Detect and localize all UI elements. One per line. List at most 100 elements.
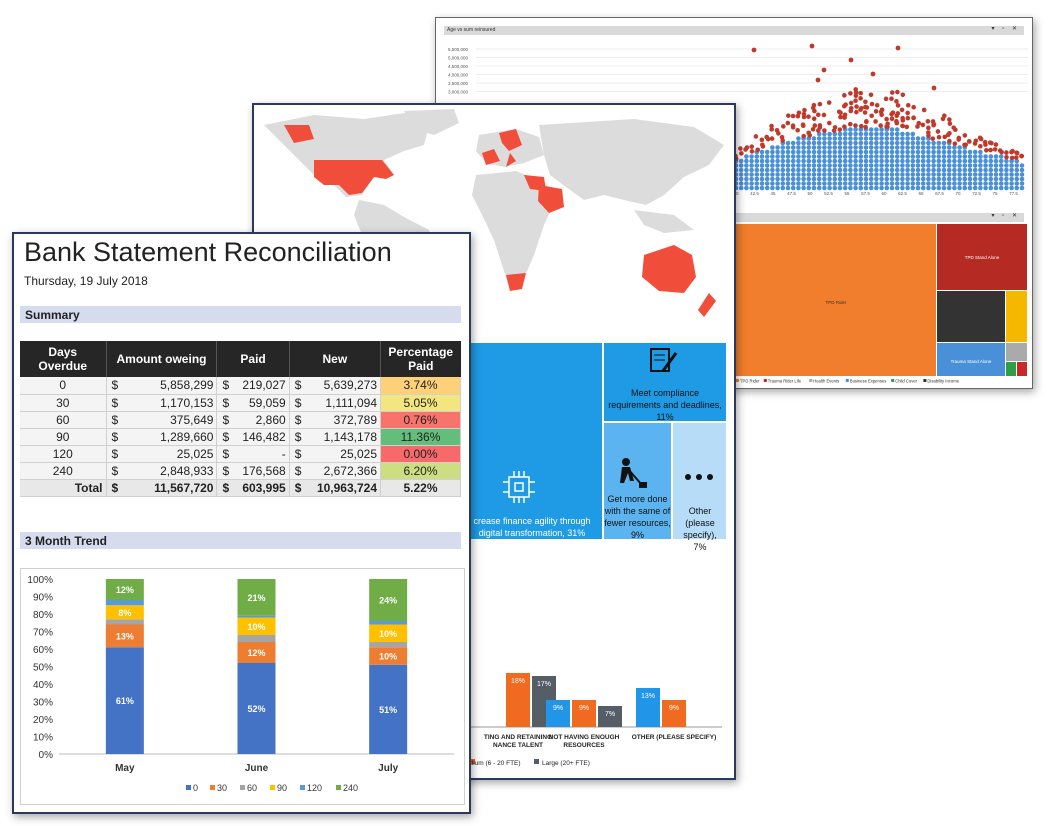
map-south-africa[interactable] bbox=[506, 273, 526, 291]
scatter-point bbox=[998, 185, 1004, 191]
scatter-point bbox=[874, 131, 879, 137]
scatter-point bbox=[993, 185, 999, 191]
scatter-point bbox=[821, 112, 827, 118]
grouped-bar bbox=[662, 700, 686, 727]
scatter-point bbox=[1019, 167, 1025, 173]
scatter-point bbox=[785, 176, 791, 182]
grouped-bar-chart: 18% 17% TING AND RETAINING NANCE TALENT 9% 9%… bbox=[466, 673, 722, 767]
scatter-point bbox=[785, 140, 791, 146]
scatter-point bbox=[874, 136, 879, 141]
scatter-point bbox=[993, 176, 999, 182]
scatter-point bbox=[775, 181, 780, 186]
scatter-point bbox=[775, 149, 780, 155]
scatter-point bbox=[822, 181, 827, 186]
amount-cell: 2,848,933 bbox=[121, 462, 218, 480]
scatter-point bbox=[947, 121, 953, 126]
grouped-bar-label: 9% bbox=[579, 705, 589, 712]
scatter-point bbox=[983, 158, 988, 164]
window-controls-icon[interactable]: ▾ ▫ ✕ bbox=[991, 26, 1020, 32]
scatter-point bbox=[858, 172, 864, 177]
scatter-panel-title: Age vs sum reinsured bbox=[447, 27, 496, 33]
scatter-point bbox=[801, 133, 807, 139]
scatter-point bbox=[952, 185, 957, 191]
scatter-point bbox=[879, 136, 884, 141]
scatter-point bbox=[790, 163, 796, 168]
scatter-point bbox=[848, 176, 853, 182]
scatter-point bbox=[905, 149, 910, 155]
map-egypt-saudi[interactable] bbox=[524, 175, 564, 213]
scatter-point bbox=[894, 172, 900, 177]
scatter-point bbox=[842, 158, 848, 164]
scatter-point bbox=[775, 158, 780, 164]
paid-cell: 2,860 bbox=[232, 411, 290, 429]
scatter-point bbox=[806, 149, 812, 155]
scatter-point bbox=[1004, 163, 1009, 168]
scatter-point bbox=[770, 181, 775, 186]
scatter-point bbox=[931, 122, 936, 128]
scatter-point bbox=[811, 145, 817, 150]
scatter-point bbox=[879, 145, 884, 150]
scatter-point bbox=[832, 185, 838, 191]
scatter-point bbox=[827, 167, 832, 173]
map-australia[interactable] bbox=[642, 245, 696, 293]
scatter-point bbox=[915, 185, 921, 191]
scatter-point bbox=[957, 176, 962, 182]
scatter-point bbox=[816, 136, 822, 141]
treemap-label: TPD Stand Alone bbox=[965, 255, 1000, 260]
scatter-point bbox=[910, 131, 916, 137]
map-usa[interactable] bbox=[314, 160, 394, 195]
scatter-point bbox=[801, 176, 806, 182]
scatter-point bbox=[978, 158, 983, 164]
scatter-point bbox=[946, 172, 952, 177]
scatter-point bbox=[790, 149, 796, 155]
treemap-tile bbox=[937, 343, 1005, 376]
scatter-point bbox=[801, 149, 806, 155]
bar-segment-240 bbox=[369, 579, 408, 621]
scatter-y-tick: 3,500,000 bbox=[448, 81, 469, 86]
legend-label: Large (20+ FTE) bbox=[542, 760, 590, 767]
scatter-point bbox=[863, 158, 869, 164]
scatter-point bbox=[749, 167, 754, 173]
scatter-point bbox=[972, 158, 978, 164]
scatter-point bbox=[780, 145, 786, 150]
map-europe-highlight[interactable] bbox=[482, 129, 522, 167]
scatter-point bbox=[780, 167, 786, 173]
scatter-point bbox=[962, 163, 968, 168]
scatter-point bbox=[769, 136, 775, 141]
scatter-point bbox=[998, 176, 1004, 182]
scatter-point bbox=[941, 158, 947, 164]
scatter-point bbox=[853, 172, 858, 177]
bar-segment-30 bbox=[105, 624, 144, 648]
scatter-point bbox=[780, 181, 786, 186]
scatter-point bbox=[832, 149, 838, 155]
grouped-bar bbox=[572, 700, 596, 727]
scatter-point bbox=[868, 149, 874, 155]
scatter-point bbox=[884, 149, 890, 155]
window-controls-icon[interactable]: ▾ ▫ ✕ bbox=[991, 213, 1020, 219]
worker-icon bbox=[620, 458, 647, 488]
currency-cell: $ bbox=[289, 394, 305, 412]
scatter-point bbox=[842, 112, 848, 118]
map-alaska[interactable] bbox=[284, 125, 314, 143]
scatter-point bbox=[1014, 181, 1020, 186]
treemap-tile bbox=[1006, 362, 1016, 376]
scatter-point bbox=[936, 134, 942, 140]
scatter-x-tick: 65 bbox=[918, 191, 924, 196]
scatter-x-tick: 67.5 bbox=[935, 191, 944, 196]
scatter-point bbox=[952, 172, 957, 177]
scatter-point bbox=[848, 181, 853, 186]
percentage-cell: 6.20% bbox=[380, 462, 461, 480]
scatter-point bbox=[894, 176, 900, 182]
scatter-point bbox=[863, 163, 869, 168]
treemap-tile bbox=[937, 291, 1005, 342]
scatter-point bbox=[754, 176, 760, 182]
bar-segment-60 bbox=[237, 635, 276, 642]
scatter-outlier bbox=[815, 77, 821, 83]
legend-swatch bbox=[736, 379, 739, 382]
map-new-zealand[interactable] bbox=[698, 293, 716, 317]
scatter-point bbox=[749, 172, 754, 177]
scatter-point bbox=[972, 181, 978, 186]
scatter-point bbox=[749, 176, 754, 182]
scatter-point bbox=[848, 131, 853, 137]
percentage-cell: 5.05% bbox=[380, 394, 461, 412]
